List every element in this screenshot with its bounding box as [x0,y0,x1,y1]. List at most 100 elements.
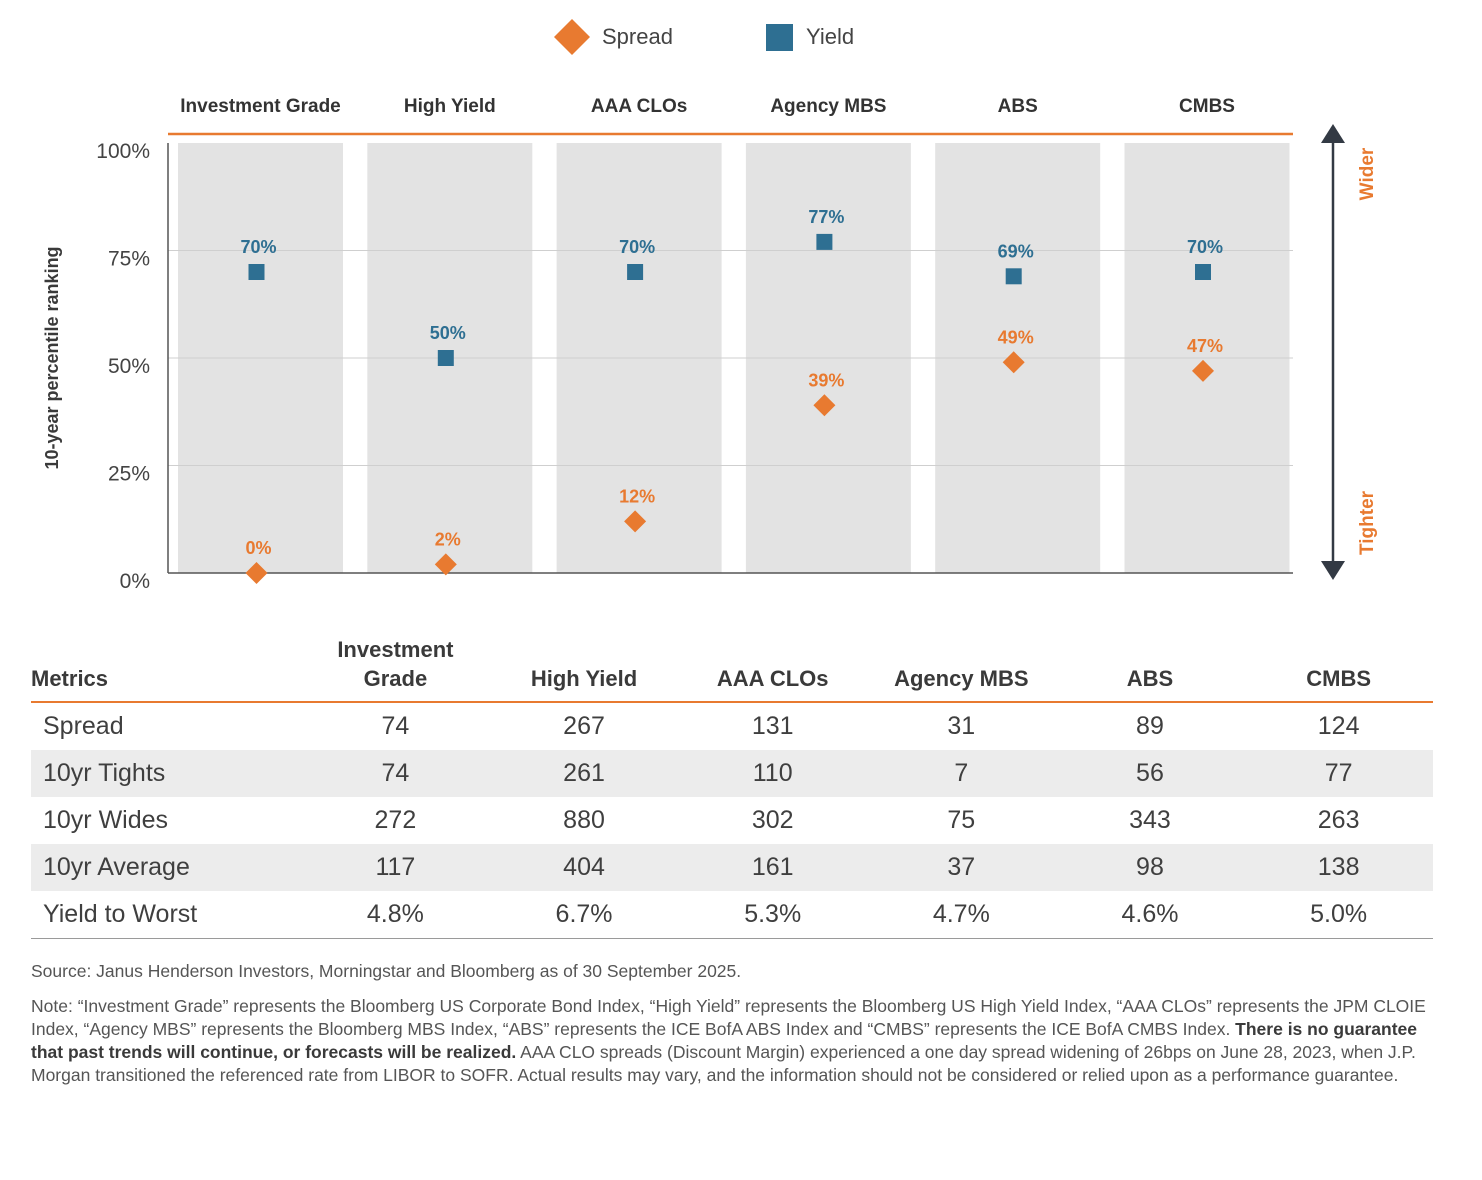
data-marks: 0% 2% 12% 39% 49% 47% 70% 50% 70% 77% 69% 70% [240,207,1223,584]
y-tick-label: 50% [108,355,150,378]
legend-yield-marker [766,24,793,51]
legend-yield-label: Yield [806,24,854,49]
arrow-down-head [1321,561,1345,580]
spread-label: 39% [808,370,844,390]
table-cell: 110 [678,750,867,797]
header-investment-grade: Investment Grade [337,637,454,691]
table-cell: 267 [563,712,605,740]
yield-point [248,264,265,280]
yield-label: 77% [808,207,844,227]
table-cell: 161 [678,844,867,891]
table-cell: 37 [867,844,1056,891]
spread-point [434,553,457,576]
category-header: AAA CLOs [591,96,687,117]
row-label: 10yr Average [31,844,302,891]
category-header: CMBS [1179,96,1235,117]
yield-label: 70% [619,237,655,257]
table-cell: 131 [751,712,794,740]
yield-point [1195,264,1211,280]
y-axis-label: 10-year percentile ranking [42,246,62,469]
table-header-row: Metrics Investment Grade High Yield AAA … [31,635,1433,702]
legend-spread-label: Spread [602,24,673,49]
category-headers: Investment Grade High Yield AAA CLOs Agency… [168,96,1293,136]
y-tick-label: 100% [96,140,150,163]
table-cell: 4.7% [932,900,990,928]
arrow-up-head [1321,124,1345,143]
percentile-chart: Spread Yield 0% 25% 50% 75% 100% 10-year perce… [42,19,1378,593]
header-abs: ABS [1126,666,1174,691]
arrow-label-tighter: Tighter [1357,490,1378,555]
table-row: Spread 74 267 131 31 89 124 [31,702,1433,750]
table-row: 10yr Tights 74 261 110 7 56 77 [31,750,1433,797]
table-cell: 5.0% [1310,900,1368,928]
spread-point [624,510,647,533]
yield-label: 69% [998,241,1034,261]
header-cmbs: CMBS [1306,666,1372,691]
gridlines [168,250,1293,466]
table-cell: 404 [489,844,679,891]
yield-point [1005,268,1022,285]
yield-label: 50% [430,323,466,343]
note-text-start: Note: “Investment Grade” represents the … [31,996,1426,1039]
legend-spread-marker [554,19,590,55]
header-aaa-clos: AAA CLOs [716,666,829,691]
table-cell: 5.3% [744,900,802,928]
spread-label: 12% [619,486,655,506]
table-cell: 74 [301,750,490,797]
table-cell: 4.6% [1121,900,1179,928]
table-cell: 56 [1055,750,1245,797]
yield-label: 70% [1187,237,1223,257]
metrics-table: Metrics Investment Grade High Yield AAA … [31,635,1433,939]
row-label: Yield to Worst [43,900,198,928]
yield-point [437,350,454,366]
table-row: Yield to Worst 4.8% 6.7% 5.3% 4.7% 4.6% 5.0% [31,891,1433,939]
table-cell: 7 [867,750,1056,797]
y-tick-label: 0% [120,570,150,593]
table-cell: 261 [489,750,679,797]
wider-tighter-arrow: Wider Tighter [1321,124,1378,580]
category-header: Investment Grade [180,96,341,117]
note-text-bold: There is no guarantee that past trends w… [31,1019,1418,1062]
table-cell: 117 [301,844,490,891]
y-axis: 0% 25% 50% 75% 100% 10-year percentile rankin… [42,140,1293,593]
yield-point [627,264,644,280]
spread-label: 2% [435,529,461,549]
note-text-end: AAA CLO spreads (Discount Margin) experi… [31,1042,1416,1085]
table-cell: 343 [1129,806,1171,834]
table-cell: 74 [381,712,410,740]
table-cell: 6.7% [555,900,613,928]
table-cell: 272 [374,806,417,834]
category-header: High Yield [404,96,496,117]
source-note: Source: Janus Henderson Investors, Morni… [31,961,742,981]
y-tick-label: 25% [108,463,150,486]
arrow-label-wider: Wider [1357,147,1378,200]
row-label: 10yr Wides [43,806,169,834]
spread-label: 47% [1187,336,1223,356]
disclaimer-note: Note: “Investment Grade” represents the … [31,995,1431,1087]
spread-point [813,394,836,417]
table-cell: 89 [1136,712,1164,740]
category-header: ABS [998,96,1038,117]
row-label: 10yr Tights [31,750,302,797]
table-row: 10yr Average 117 404 161 37 98 138 [31,844,1433,891]
table-cell: 138 [1244,844,1433,891]
yield-label: 70% [240,237,276,257]
chart-legend: Spread Yield [554,19,854,55]
table-cell: 98 [1055,844,1245,891]
spread-label: 49% [998,327,1034,347]
header-metrics: Metrics [31,666,109,691]
spread-point [1002,351,1025,374]
table-cell: 4.8% [366,900,424,928]
table-cell: 302 [751,806,794,834]
table-cell: 263 [1317,806,1360,834]
table-cell: 880 [563,806,605,834]
header-agency-mbs: Agency MBS [894,666,1029,691]
table-cell: 77 [1244,750,1433,797]
yield-point [816,233,833,250]
table-cell: 124 [1317,712,1360,740]
y-tick-label: 75% [108,248,150,271]
spread-point [1192,359,1214,382]
table-cell: 31 [947,712,976,740]
row-label: Spread [43,712,124,740]
table-row: 10yr Wides 272 880 302 75 343 263 [31,797,1433,844]
